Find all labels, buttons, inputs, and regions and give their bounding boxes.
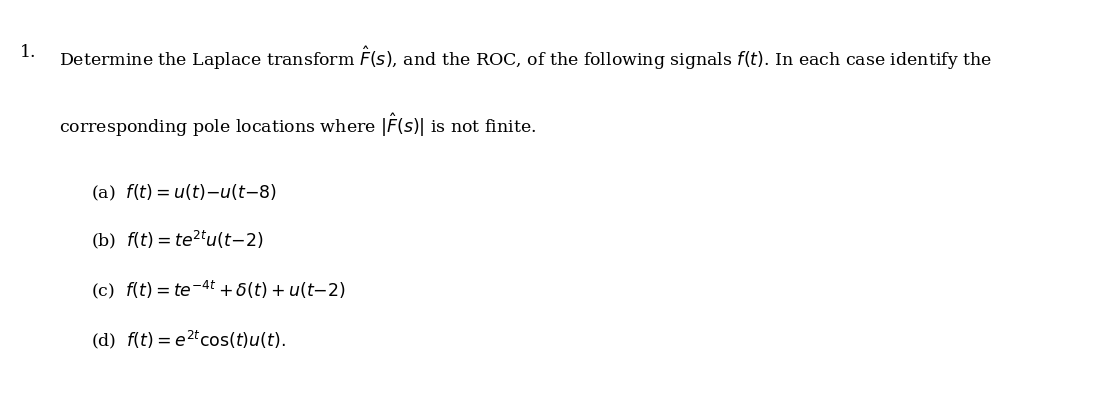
Text: (a)  $f(t) = u(t){-}u(t{-}8)$: (a) $f(t) = u(t){-}u(t{-}8)$: [91, 182, 278, 202]
Text: (d)  $f(t) = e^{2t}\cos(t)u(t).$: (d) $f(t) = e^{2t}\cos(t)u(t).$: [91, 329, 285, 351]
Text: (c)  $f(t) = te^{-4t} + \delta(t) + u(t{-}2)$: (c) $f(t) = te^{-4t} + \delta(t) + u(t{-…: [91, 279, 346, 301]
Text: 1.: 1.: [20, 44, 37, 61]
Text: (b)  $f(t) = te^{2t}u(t{-}2)$: (b) $f(t) = te^{2t}u(t{-}2)$: [91, 228, 263, 251]
Text: Determine the Laplace transform $\hat{F}(s)$, and the ROC, of the following sign: Determine the Laplace transform $\hat{F}…: [59, 44, 992, 72]
Text: corresponding pole locations where $|\hat{F}(s)|$ is not finite.: corresponding pole locations where $|\ha…: [59, 111, 536, 139]
